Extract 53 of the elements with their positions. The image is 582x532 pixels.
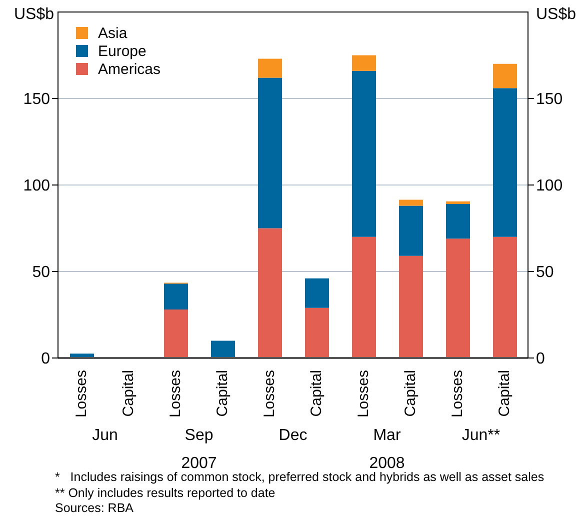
bar [258,58,282,78]
legend-label: Asia [98,24,128,42]
y2-tick-label: 150 [536,91,563,108]
text: Dec [278,427,308,445]
y-tick-label: 50 [32,264,50,282]
x-tick-label: Losses [261,370,278,418]
x-tick-label: Capital [120,370,137,417]
text: * Includes raisings of common stock, preferred stock and hybrids as well as asset sales [55,470,545,486]
bar [258,228,282,358]
bar [352,236,376,358]
x-tick-label: Capital [308,370,325,417]
text: Sep [184,427,214,445]
text: 2008 [368,455,406,472]
text: Jun** [460,427,502,445]
bar [399,256,423,358]
legend-label: Americas [98,60,161,78]
bar [446,201,470,204]
bar [164,284,188,310]
y-tick-label: 150 [23,91,50,108]
bar [352,55,376,71]
bar [493,236,517,358]
bar [446,238,470,358]
x-tick-label: Losses [449,370,466,418]
x-tick-label: Capital [402,370,419,417]
bar [493,64,517,88]
y2-tick-label: 50 [536,264,554,282]
bar [399,200,423,206]
text: ** Only includes results reported to date [55,486,276,501]
bar [446,204,470,239]
bar [211,340,235,358]
x-tick-label: Losses [73,370,90,418]
text: 2007 [180,455,218,473]
bar [164,310,188,358]
y-axis-title: US$b [14,6,54,24]
source-note: Sources: RBA [55,501,135,516]
x-tick-label: Capital [214,370,231,417]
bar [493,88,517,237]
text: Jun [91,427,119,445]
bar [305,308,329,358]
y2-tick-label: 0 [536,350,545,368]
bar [399,206,423,256]
text: Mar [372,427,402,445]
y-tick-label: 0 [41,350,50,368]
legend-label: Europe [98,42,146,60]
bar [258,78,282,228]
x-tick-label: Losses [167,370,184,418]
bar [352,70,376,237]
bar [305,278,329,308]
y2-tick-label: 100 [536,178,563,195]
x-tick-label: Capital [496,370,513,417]
y-tick-label: 100 [23,178,50,195]
y2-axis-title: US$b [536,6,576,24]
x-tick-label: Losses [355,370,372,418]
